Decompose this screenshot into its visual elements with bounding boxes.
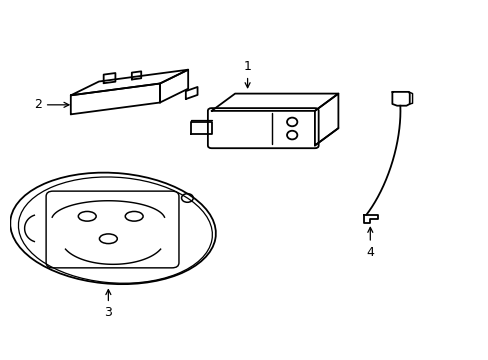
Text: 2: 2	[34, 98, 69, 111]
Text: 1: 1	[243, 60, 251, 88]
Text: 4: 4	[366, 228, 373, 259]
Text: 3: 3	[104, 289, 112, 319]
